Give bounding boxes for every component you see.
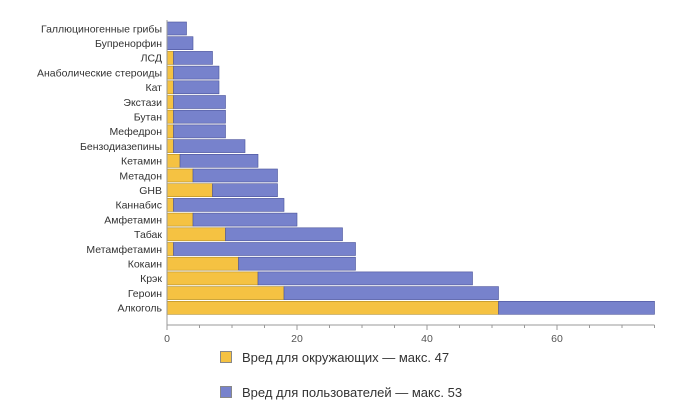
bar-users-4 — [173, 80, 220, 95]
bar-others-15 — [166, 242, 174, 256]
category-label-6: Бутан — [134, 112, 162, 124]
category-label-11: GHB — [139, 185, 162, 197]
x-tick-label-0: 0 — [164, 333, 170, 345]
bar-users-7 — [173, 124, 226, 139]
legend: Вред для окружающих — макс. 47 Вред для … — [220, 346, 462, 416]
category-label-1: Бупренорфин — [95, 38, 162, 50]
legend-label-others: Вред для окружающих — макс. 47 — [242, 349, 450, 365]
bar-users-6 — [173, 109, 226, 124]
category-label-5: Экстази — [123, 97, 162, 109]
category-label-15: Метамфетамин — [86, 244, 162, 256]
legend-swatch-others — [220, 351, 232, 363]
bar-others-12 — [166, 198, 174, 212]
bar-users-13 — [192, 212, 298, 227]
category-label-10: Метадон — [119, 170, 162, 182]
bar-others-14 — [166, 227, 226, 242]
category-label-7: Мефедрон — [109, 126, 162, 138]
category-label-17: Крэк — [140, 273, 162, 285]
bar-users-5 — [173, 95, 226, 109]
category-label-19: Алкоголь — [118, 303, 163, 315]
bar-others-18 — [166, 286, 285, 300]
bar-users-9 — [179, 154, 259, 168]
bar-users-10 — [192, 168, 278, 183]
bar-others-6 — [166, 109, 174, 124]
bar-users-12 — [173, 198, 285, 212]
bar-users-15 — [173, 242, 356, 256]
bar-users-17 — [257, 271, 473, 286]
category-label-18: Героин — [128, 288, 162, 300]
category-label-14: Табак — [134, 229, 162, 241]
bar-others-3 — [166, 65, 174, 80]
legend-item-users: Вред для пользователей — макс. 53 — [220, 381, 462, 403]
bar-others-8 — [166, 139, 174, 153]
bar-users-3 — [173, 65, 220, 80]
x-tick-label-20: 20 — [291, 333, 303, 345]
category-label-13: Амфетамин — [104, 214, 162, 226]
bar-others-4 — [166, 80, 174, 95]
x-tick-label-60: 60 — [551, 333, 563, 345]
category-label-16: Кокаин — [128, 259, 162, 271]
category-label-8: Бензодиазепины — [80, 141, 162, 153]
legend-swatch-users — [220, 386, 232, 398]
x-tick-label-40: 40 — [421, 333, 433, 345]
bar-others-19 — [166, 300, 499, 315]
bar-others-2 — [166, 51, 174, 65]
bar-others-17 — [166, 271, 259, 286]
category-label-3: Анаболические стероиды — [37, 67, 162, 79]
category-label-2: ЛСД — [141, 53, 162, 65]
bar-users-8 — [173, 139, 246, 153]
bar-users-19 — [498, 300, 655, 315]
category-label-4: Кат — [145, 82, 162, 94]
bar-others-9 — [166, 154, 181, 168]
category-label-12: Каннабис — [115, 200, 162, 212]
bar-users-11 — [212, 183, 278, 197]
bar-others-16 — [166, 256, 239, 271]
bar-users-14 — [225, 227, 343, 242]
bar-others-5 — [166, 95, 174, 109]
bar-others-10 — [166, 168, 194, 183]
bar-users-16 — [238, 256, 356, 271]
legend-item-others: Вред для окружающих — макс. 47 — [220, 346, 462, 368]
bar-users-1 — [166, 36, 194, 51]
category-label-9: Кетамин — [121, 156, 162, 168]
bar-users-2 — [173, 51, 213, 65]
bar-others-7 — [166, 124, 174, 139]
legend-label-users: Вред для пользователей — макс. 53 — [242, 384, 463, 400]
bar-users-18 — [283, 286, 499, 300]
bar-others-11 — [166, 183, 213, 197]
bar-others-13 — [166, 212, 194, 227]
category-label-0: Галлюциногенные грибы — [41, 23, 162, 35]
bar-users-0 — [166, 21, 187, 36]
